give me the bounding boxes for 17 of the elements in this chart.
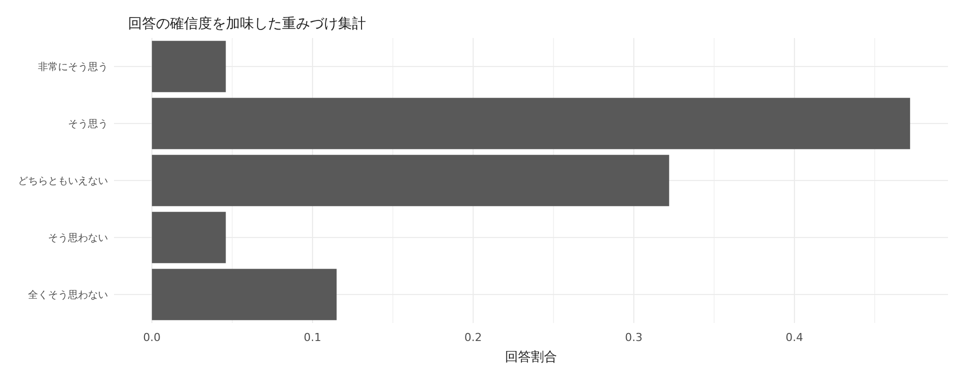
x-tick-label: 0.4 [786,331,804,344]
x-tick-label: 0.2 [464,331,482,344]
y-tick-label: そう思う [68,119,108,130]
x-axis-title: 回答割合 [505,350,557,365]
y-tick-label: どちらともいえない [18,176,108,187]
bar [152,212,226,264]
y-tick-label: そう思わない [48,233,108,244]
bar [152,98,910,150]
y-tick-label: 非常にそう思う [38,61,108,73]
x-tick-label: 0.1 [304,331,322,344]
x-tick-label: 0.3 [625,331,643,344]
chart-title: 回答の確信度を加味した重みづけ集計 [128,16,366,32]
bar [152,40,226,92]
x-tick-label: 0.0 [143,331,161,344]
y-tick-label: 全くそう思わない [28,289,108,301]
bar [152,268,337,320]
bar [152,154,670,206]
